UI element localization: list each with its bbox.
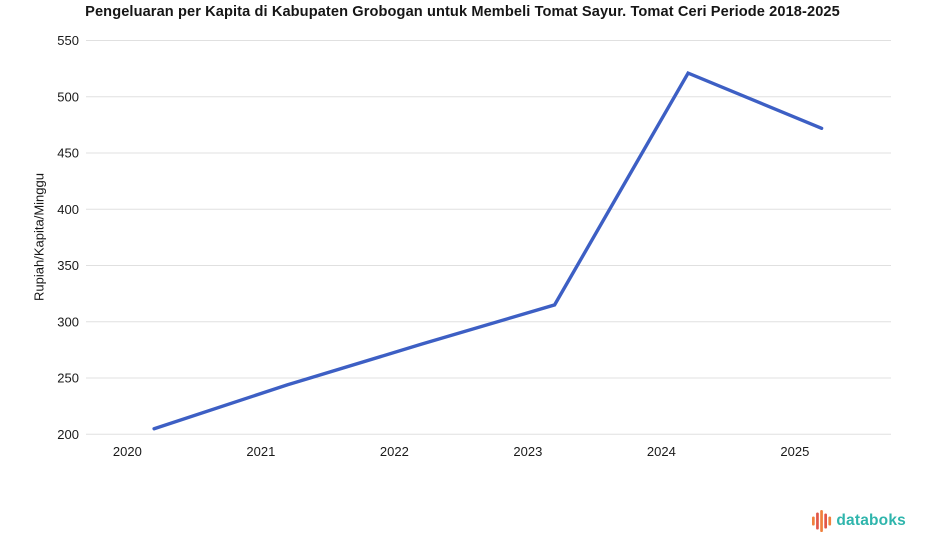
y-tick-label: 550 [57, 33, 79, 48]
chart-title: Pengeluaran per Kapita di Kabupaten Grob… [85, 4, 840, 20]
y-tick-label: 200 [57, 427, 79, 442]
x-tick-label: 2024 [647, 444, 676, 459]
y-tick-label: 300 [57, 314, 79, 329]
x-tick-label: 2021 [246, 444, 275, 459]
y-tick-label: 450 [57, 146, 79, 161]
logo-bar [828, 516, 832, 526]
databoks-icon [812, 510, 832, 532]
databoks-wordmark: databoks [836, 512, 906, 529]
logo-bar [824, 513, 828, 529]
y-tick-label: 250 [57, 371, 79, 386]
x-tick-label: 2022 [380, 444, 409, 459]
y-tick-label: 400 [57, 202, 79, 217]
logo-bar [816, 512, 820, 530]
y-tick-label: 350 [57, 258, 79, 273]
y-tick-label: 500 [57, 89, 79, 104]
databoks-logo[interactable]: databoks [812, 509, 906, 533]
x-tick-label: 2023 [513, 444, 542, 459]
logo-bar [820, 510, 824, 532]
series-line [152, 70, 824, 431]
x-tick-label: 2020 [113, 444, 142, 459]
logo-bar [812, 516, 816, 526]
x-tick-label: 2025 [780, 444, 809, 459]
